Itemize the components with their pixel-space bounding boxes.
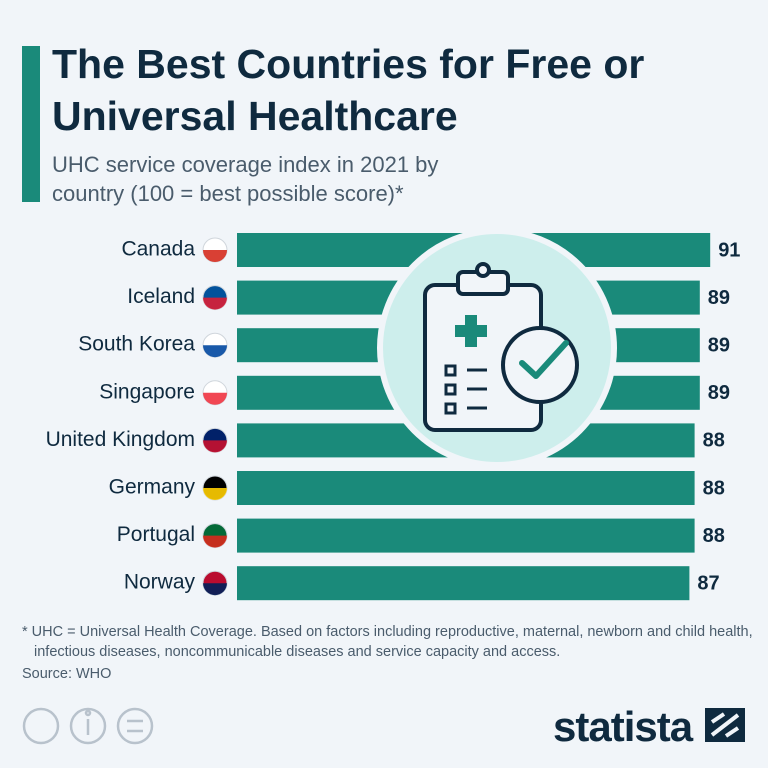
flag-detail (203, 250, 227, 262)
brand-logo: statista (553, 703, 693, 750)
value-label: 88 (703, 477, 725, 499)
flag-detail (203, 297, 227, 310)
category-label: Norway (124, 571, 196, 594)
value-label: 91 (718, 239, 740, 261)
bars: Canada 91 Iceland 89 South Korea 89 Singapore 8… (46, 233, 740, 601)
clipboard-icon (377, 228, 617, 468)
source: Source: WHO (22, 666, 112, 682)
brand-mark-stripes (710, 712, 740, 738)
chart-subtitle: UHC service coverage index in 2021 by co… (52, 152, 439, 206)
category-label: United Kingdom (46, 428, 195, 451)
flag-detail (203, 535, 227, 548)
flag-detail (203, 392, 227, 405)
license-icons (22, 707, 154, 745)
category-label: Canada (121, 238, 195, 261)
category-label: Germany (109, 476, 196, 499)
value-label: 89 (708, 334, 730, 356)
bar (237, 518, 695, 553)
flag-detail (203, 440, 227, 453)
category-label: Portugal (117, 523, 195, 546)
category-label: Singapore (99, 380, 195, 403)
footnote: * UHC = Universal Health Coverage. Based… (22, 624, 753, 660)
flag-detail (203, 583, 227, 596)
category-label: Iceland (127, 285, 195, 308)
value-label: 89 (708, 382, 730, 404)
flag-detail (203, 488, 227, 500)
category-label: South Korea (78, 333, 195, 356)
chart-title: The Best Countries for Free or Universal… (52, 41, 645, 139)
value-label: 88 (703, 430, 725, 452)
bar (237, 566, 690, 601)
value-label: 89 (708, 287, 730, 309)
accent-bar (22, 46, 40, 202)
value-label: 87 (697, 572, 719, 594)
value-label: 88 (703, 525, 725, 547)
bar (237, 471, 695, 505)
flag-detail (203, 345, 227, 358)
